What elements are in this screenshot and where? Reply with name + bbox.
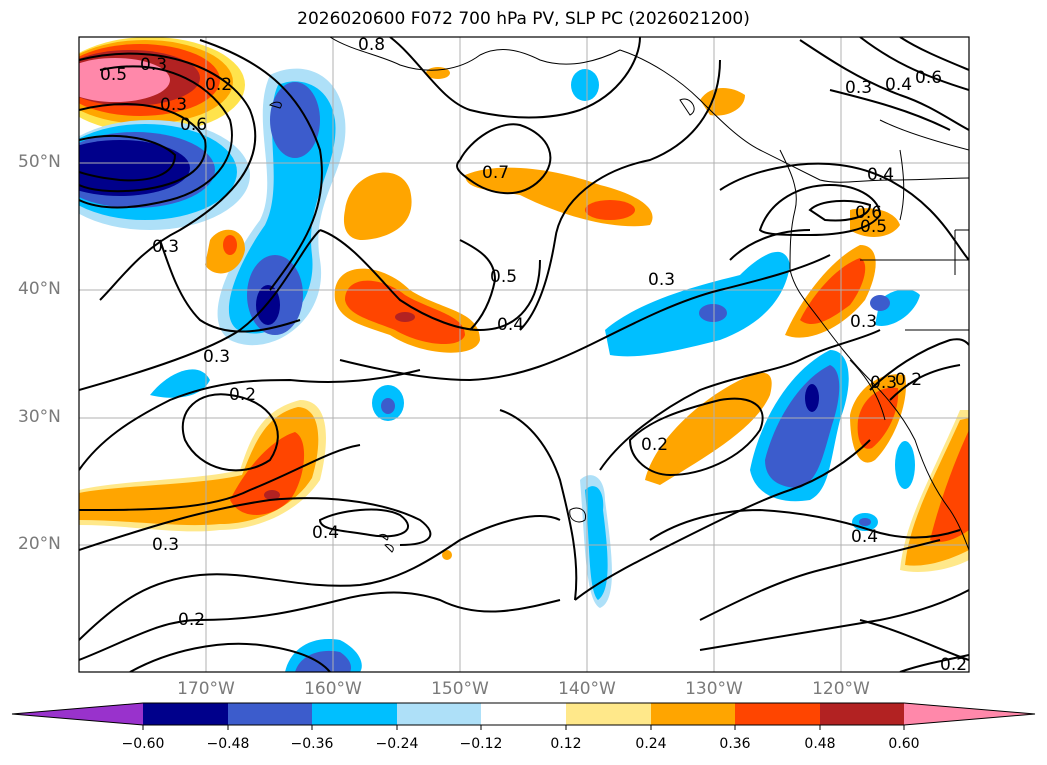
contour-label: 0.4 <box>867 165 894 185</box>
lon-label: 160°W <box>304 679 362 699</box>
contour-label: 0.3 <box>850 312 877 332</box>
contour-label: 0.3 <box>845 78 872 98</box>
map-frame <box>78 36 970 673</box>
contour-label: 0.3 <box>870 373 897 393</box>
lat-label: 40°N <box>18 279 61 299</box>
contour-label: 0.4 <box>851 527 878 547</box>
colorbar-tick-label: −0.36 <box>290 736 334 752</box>
lon-label: 120°W <box>812 679 870 699</box>
contour-label: 0.6 <box>915 68 942 88</box>
lat-label: 30°N <box>18 407 61 427</box>
contour-label: 0.3 <box>140 55 167 75</box>
slp-contours <box>79 37 969 672</box>
colorbar-tick-label: 0.24 <box>635 736 667 752</box>
pv-shading <box>79 37 969 672</box>
lat-label: 50°N <box>18 152 61 172</box>
colorbar <box>11 702 1036 730</box>
colorbar-extend-high <box>904 703 1035 725</box>
plot-title: 2026020600 F072 700 hPa PV, SLP PC (2026… <box>297 9 750 29</box>
colorbar-tick-label: −0.12 <box>459 736 503 752</box>
contour-label: 0.2 <box>205 75 232 95</box>
contour-label: 0.3 <box>152 535 179 555</box>
colorbar-segment <box>228 703 312 725</box>
contour-label: 0.5 <box>100 65 127 85</box>
lon-label: 140°W <box>558 679 616 699</box>
lon-label: 170°W <box>177 679 235 699</box>
colorbar-segment <box>820 703 904 725</box>
colorbar-segment <box>566 703 651 725</box>
colorbar-tick-label: 0.48 <box>804 736 836 752</box>
contour-label: 0.2 <box>940 655 967 675</box>
contour-label: 0.2 <box>895 370 922 390</box>
contour-label: 0.7 <box>482 163 509 183</box>
contour-label: 0.3 <box>160 95 187 115</box>
lon-label: 150°W <box>431 679 489 699</box>
contour-label: 0.3 <box>648 270 675 290</box>
colorbar-tick-label: −0.24 <box>375 736 419 752</box>
contour-label: 0.5 <box>860 217 887 237</box>
lat-lon-grid <box>79 37 969 672</box>
contour-label: 0.6 <box>855 203 882 223</box>
colorbar-tick-label: −0.48 <box>206 736 250 752</box>
colorbar-segment <box>651 703 735 725</box>
colorbar-segment <box>312 703 397 725</box>
contour-label: 0.6 <box>180 115 207 135</box>
lon-label: 130°W <box>685 679 743 699</box>
colorbar-tick-label: 0.36 <box>719 736 751 752</box>
contour-label: 0.4 <box>885 75 912 95</box>
coastlines <box>269 37 969 553</box>
contour-label: 0.5 <box>490 267 517 287</box>
contour-label: 0.4 <box>312 523 339 543</box>
colorbar-segment <box>735 703 820 725</box>
colorbar-segment <box>143 703 228 725</box>
colorbar-extend-low <box>12 703 143 725</box>
lat-label: 20°N <box>18 534 61 554</box>
colorbar-tick-label: 0.60 <box>888 736 920 752</box>
contour-label: 0.2 <box>641 435 668 455</box>
colorbar-segment <box>481 703 566 725</box>
contour-label: 0.8 <box>358 35 385 55</box>
colorbar-tick-label: −0.60 <box>121 736 165 752</box>
colorbar-tick-label: 0.12 <box>550 736 582 752</box>
contour-label: 0.3 <box>152 237 179 257</box>
contour-label: 0.2 <box>229 385 256 405</box>
contour-labels: 0.3 0.5 0.2 0.4 0.3 0.2 0.7 0.5 0.4 0.3 … <box>100 35 967 675</box>
contour-label: 0.4 <box>497 315 524 335</box>
contour-label: 0.3 <box>203 347 230 367</box>
colorbar-segment <box>397 703 481 725</box>
contour-label: 0.2 <box>178 610 205 630</box>
